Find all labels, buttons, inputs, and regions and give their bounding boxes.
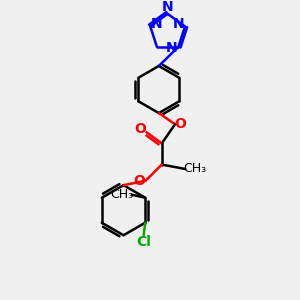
Text: Cl: Cl [136, 235, 151, 249]
Text: N: N [162, 0, 173, 14]
Text: O: O [174, 117, 186, 131]
Text: O: O [134, 122, 146, 136]
Text: CH₃: CH₃ [110, 188, 133, 201]
Text: N: N [173, 16, 184, 31]
Text: N: N [151, 16, 163, 31]
Text: N: N [166, 41, 178, 55]
Text: O: O [133, 174, 145, 188]
Text: CH₃: CH₃ [183, 163, 206, 176]
